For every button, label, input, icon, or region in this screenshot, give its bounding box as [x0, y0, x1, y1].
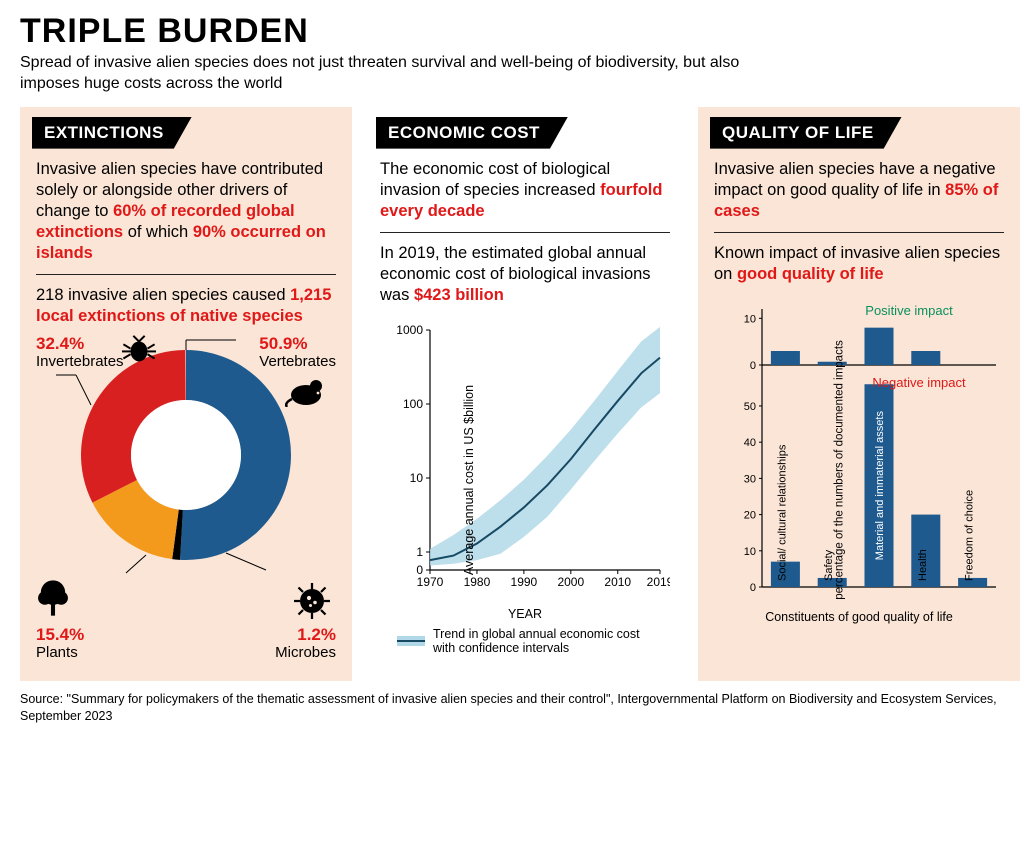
svg-text:1980: 1980 [464, 575, 491, 589]
line-chart-legend: Trend in global annual economic cost wit… [380, 627, 670, 655]
svg-text:2010: 2010 [604, 575, 631, 589]
tab-cost: ECONOMIC COST [376, 117, 568, 149]
cost-p2: In 2019, the estimated global annual eco… [380, 243, 670, 306]
svg-text:Freedom of choice: Freedom of choice [964, 490, 976, 581]
svg-text:0: 0 [750, 360, 756, 372]
quality-p2: Known impact of invasive alien species o… [714, 243, 1004, 285]
bar-chart-xlabel: Constituents of good quality of life [714, 610, 1004, 624]
bar-chart: percentage of the numbers of documented … [714, 303, 1004, 623]
divider [380, 232, 670, 233]
page-title: TRIPLE BURDEN [20, 12, 1004, 51]
svg-text:1970: 1970 [417, 575, 444, 589]
tab-quality: QUALITY OF LIFE [710, 117, 902, 149]
divider [714, 232, 1004, 233]
bug-icon [122, 335, 156, 365]
svg-text:10: 10 [744, 313, 756, 325]
bar-chart-ylabel: percentage of the numbers of documented … [833, 340, 846, 600]
svg-text:20: 20 [744, 510, 756, 522]
label-microbes: 1.2% Microbes [275, 626, 336, 661]
svg-text:50: 50 [744, 401, 756, 413]
line-chart: Average annual cost in US $billion 01101… [380, 320, 670, 640]
svg-text:Health: Health [917, 549, 929, 581]
line-chart-xlabel: YEAR [380, 607, 670, 621]
label-vertebrates: 50.9% Vertebrates [259, 335, 336, 370]
svg-text:30: 30 [744, 474, 756, 486]
line-chart-ylabel: Average annual cost in US $billion [462, 385, 476, 575]
tree-icon [36, 579, 70, 617]
quality-p1: Invasive alien species have a negative i… [714, 159, 1004, 222]
svg-text:Material and immaterial assets: Material and immaterial assets [874, 411, 886, 561]
mouse-icon [284, 377, 326, 407]
legend-swatch [397, 636, 425, 646]
extinctions-p1: Invasive alien species have contributed … [36, 159, 336, 265]
panel-cost: ECONOMIC COST The economic cost of biolo… [364, 107, 686, 682]
svg-text:Social/ cultural relationships: Social/ cultural relationships [776, 444, 788, 581]
svg-text:2019: 2019 [647, 575, 670, 589]
extinctions-p2: 218 invasive alien species caused 1,215 … [36, 285, 336, 327]
svg-text:1: 1 [416, 545, 423, 559]
svg-text:2000: 2000 [557, 575, 584, 589]
svg-text:10: 10 [744, 546, 756, 558]
label-plants: 15.4% Plants [36, 626, 84, 661]
svg-text:10: 10 [410, 471, 424, 485]
donut-chart: 32.4% Invertebrates 50.9% Vertebrates 15… [36, 335, 336, 665]
cost-p1: The economic cost of biological invasion… [380, 159, 670, 222]
tab-extinctions: EXTINCTIONS [32, 117, 192, 149]
svg-text:100: 100 [403, 397, 423, 411]
microbe-icon [294, 583, 330, 619]
svg-text:1990: 1990 [511, 575, 538, 589]
panel-extinctions: EXTINCTIONS Invasive alien species have … [20, 107, 352, 682]
svg-text:40: 40 [744, 437, 756, 449]
svg-text:Negative impact: Negative impact [872, 375, 966, 390]
divider [36, 274, 336, 275]
label-invertebrates: 32.4% Invertebrates [36, 335, 124, 370]
svg-text:0: 0 [750, 582, 756, 594]
panel-quality: QUALITY OF LIFE Invasive alien species h… [698, 107, 1020, 682]
svg-text:Positive impact: Positive impact [865, 303, 953, 318]
svg-text:1000: 1000 [396, 323, 423, 337]
source-line: Source: "Summary for policymakers of the… [20, 691, 1004, 724]
page-subtitle: Spread of invasive alien species does no… [20, 53, 780, 95]
